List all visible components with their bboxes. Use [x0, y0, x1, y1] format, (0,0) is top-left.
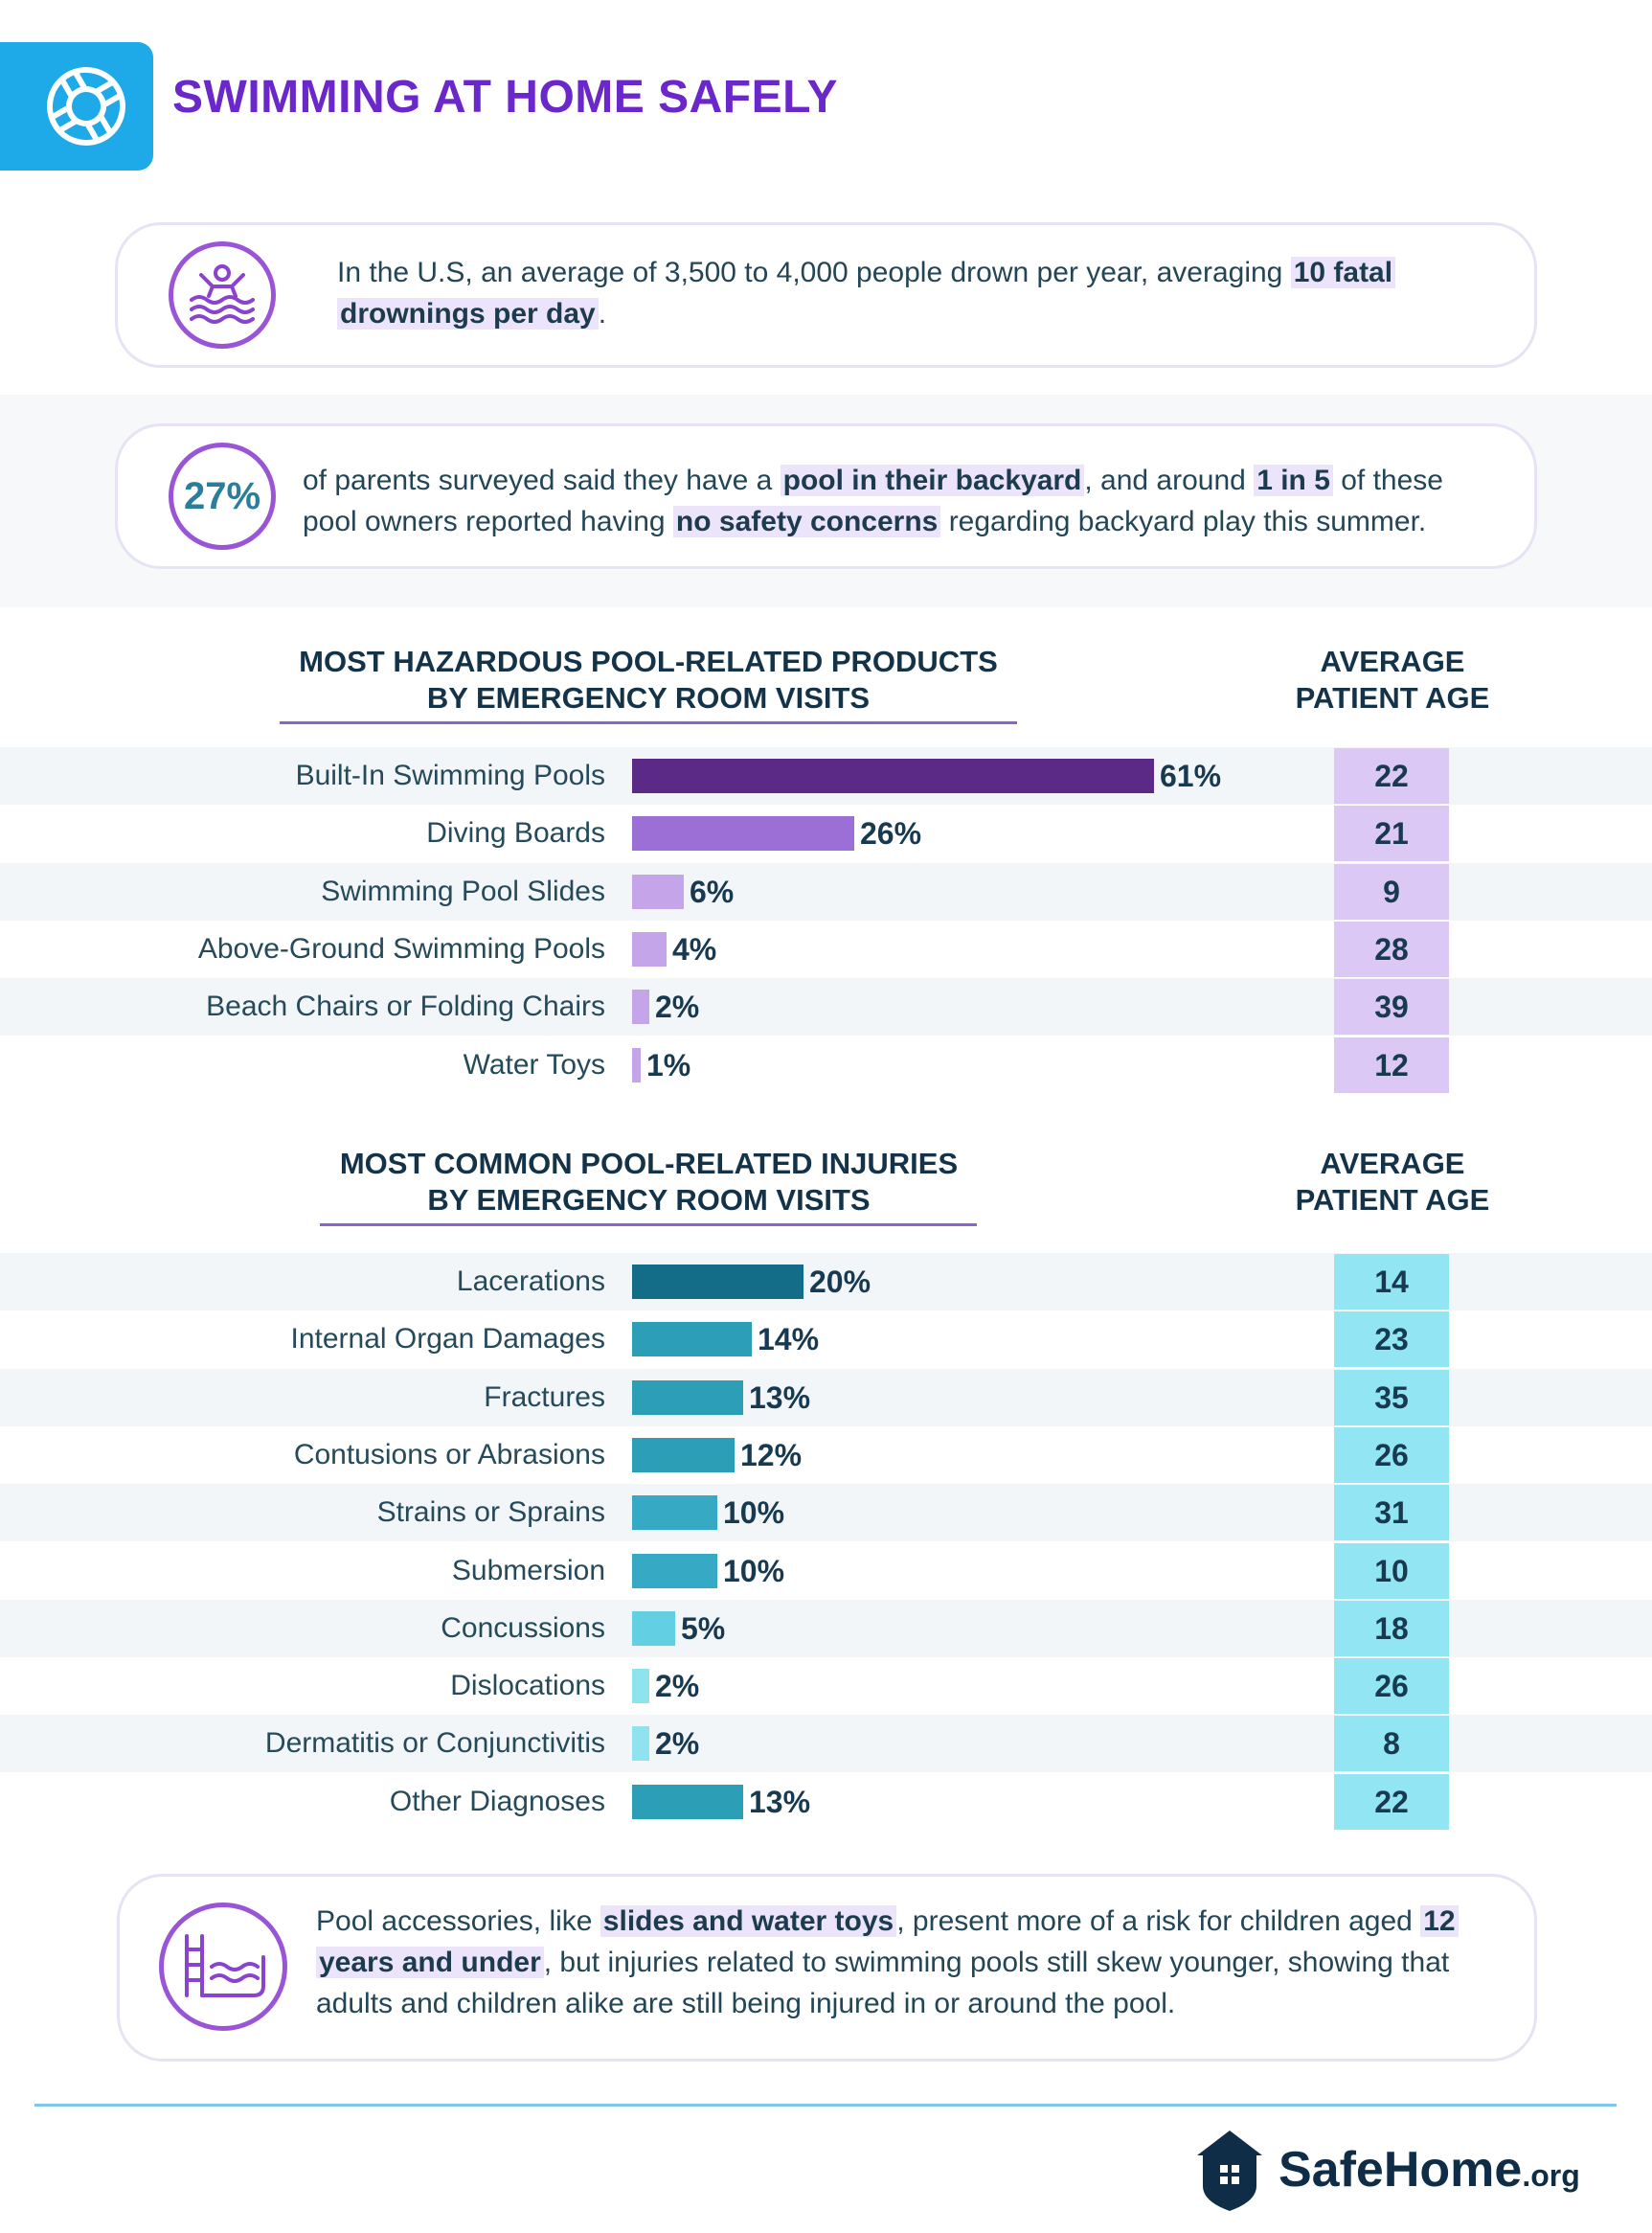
category-label: Diving Boards	[426, 817, 605, 849]
age-cell: 22	[1334, 1774, 1449, 1830]
age-cell: 23	[1334, 1311, 1449, 1367]
category-label: Fractures	[484, 1381, 605, 1413]
category-label: Concussions	[441, 1612, 605, 1644]
bar-contusions-or-abrasions	[632, 1438, 735, 1472]
swimmer-icon	[190, 264, 255, 324]
data-label: 5%	[681, 1611, 726, 1646]
category-label: Lacerations	[456, 1265, 605, 1297]
fact-text-drownings: In the U.S, an average of 3,500 to 4,000…	[337, 252, 1486, 334]
fact-card-backyard-pools	[115, 423, 1537, 569]
bar-concussions	[632, 1611, 675, 1646]
data-label: 13%	[749, 1785, 811, 1819]
stat-27-percent: 27%	[183, 474, 261, 517]
age-cell: 8	[1334, 1716, 1449, 1771]
page-title: SWIMMING AT HOME SAFELY	[172, 72, 839, 123]
age-cell: 12	[1334, 1037, 1449, 1093]
category-label: Swimming Pool Slides	[321, 876, 605, 907]
age-cell: 35	[1334, 1370, 1449, 1425]
category-label: Water Toys	[463, 1049, 605, 1081]
footer-divider	[34, 2104, 1617, 2107]
bar-water-toys	[632, 1048, 641, 1082]
age-cell: 14	[1334, 1254, 1449, 1310]
data-label: 4%	[672, 932, 717, 967]
data-label: 1%	[646, 1048, 691, 1082]
data-label: 14%	[758, 1322, 820, 1356]
category-label: Dislocations	[450, 1670, 605, 1701]
swimmer-icon-circle	[169, 241, 276, 349]
bar-dislocations	[632, 1669, 649, 1703]
age-cell: 18	[1334, 1601, 1449, 1656]
header-icon-tab	[0, 42, 153, 171]
data-label: 26%	[860, 816, 922, 851]
chart-hazardous-products-underline	[280, 721, 1017, 724]
data-label: 20%	[809, 1265, 871, 1299]
stat-circle: 27%	[169, 443, 276, 550]
life-ring-icon	[46, 67, 125, 146]
category-label: Strains or Sprains	[376, 1496, 605, 1528]
category-label: Submersion	[451, 1555, 605, 1586]
age-cell: 31	[1334, 1485, 1449, 1540]
bar-dermatitis-or-conjunctivitis	[632, 1726, 649, 1761]
data-label: 2%	[655, 990, 700, 1024]
house-shield-icon	[1193, 2127, 1266, 2218]
age-cell: 10	[1334, 1543, 1449, 1599]
bar-lacerations	[632, 1265, 803, 1299]
data-label: 10%	[723, 1495, 785, 1530]
chart-hazardous-products-title: MOST HAZARDOUS POOL-RELATED PRODUCTS BY …	[299, 645, 998, 715]
pool-ladder-icon	[185, 1934, 265, 1997]
category-label: Dermatitis or Conjunctivitis	[264, 1727, 605, 1759]
age-cell: 28	[1334, 922, 1449, 977]
data-label: 10%	[723, 1554, 785, 1588]
chart-common-injuries: Lacerations 20% 14 Internal Organ Damages 14…	[0, 1253, 1652, 1832]
data-label: 6%	[690, 875, 735, 909]
bar-diving-boards	[632, 816, 854, 851]
fact-card-drownings	[115, 222, 1537, 368]
bar-above-ground-swimming-pools	[632, 932, 667, 967]
category-label: Other Diagnoses	[389, 1786, 605, 1817]
bar-other-diagnoses	[632, 1785, 743, 1819]
data-label: 12%	[740, 1438, 803, 1472]
bar-fractures	[632, 1380, 743, 1415]
bar-strains-or-sprains	[632, 1495, 717, 1530]
bar-built-in-swimming-pools	[632, 759, 1154, 793]
chart-common-injuries-age-header: AVERAGE PATIENT AGE	[1295, 1147, 1490, 1217]
chart-hazardous-products: Built-In Swimming Pools 61% 22 Diving Board…	[0, 747, 1652, 1094]
age-cell: 26	[1334, 1427, 1449, 1483]
age-cell: 22	[1334, 748, 1449, 804]
fact-text-accessories: Pool accessories, like slides and water …	[316, 1901, 1523, 2024]
chart-common-injuries-underline	[320, 1223, 977, 1226]
bar-beach-chairs-or-folding-chairs	[632, 990, 649, 1024]
age-cell: 21	[1334, 806, 1449, 861]
pool-ladder-icon-circle	[159, 1903, 287, 2031]
chart-hazardous-products-age-header: AVERAGE PATIENT AGE	[1295, 645, 1490, 715]
data-label: 13%	[749, 1380, 811, 1415]
category-label: Built-In Swimming Pools	[295, 760, 605, 791]
category-label: Above-Ground Swimming Pools	[197, 933, 605, 965]
data-label: 2%	[655, 1669, 700, 1703]
data-label: 61%	[1160, 759, 1222, 793]
data-label: 2%	[655, 1726, 700, 1761]
category-label: Internal Organ Damages	[290, 1323, 605, 1355]
fact-text-backyard-pools: of parents surveyed said they have a poo…	[303, 465, 1443, 537]
bar-swimming-pool-slides	[632, 875, 684, 909]
age-cell: 39	[1334, 979, 1449, 1035]
age-cell: 9	[1334, 864, 1449, 920]
category-label: Contusions or Abrasions	[293, 1439, 605, 1470]
age-cell: 26	[1334, 1658, 1449, 1714]
brand-logo: SafeHome.org	[1279, 2142, 1580, 2198]
bar-internal-organ-damages	[632, 1322, 752, 1356]
bar-submersion	[632, 1554, 717, 1588]
category-label: Beach Chairs or Folding Chairs	[206, 991, 605, 1022]
chart-common-injuries-title: MOST COMMON POOL-RELATED INJURIES BY EME…	[339, 1147, 959, 1217]
